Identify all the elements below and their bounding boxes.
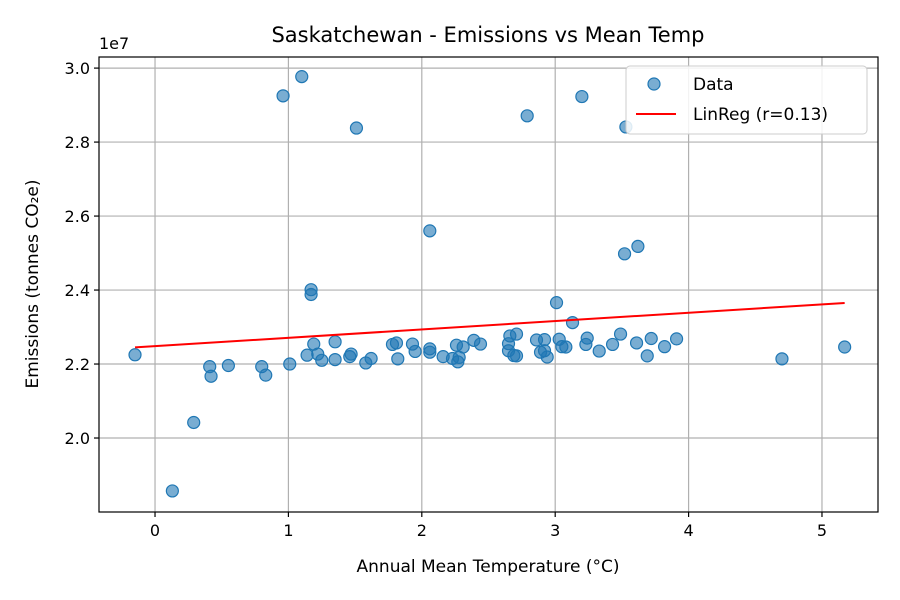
data-point: [520, 109, 534, 123]
y-tick-label: 2.0: [65, 429, 90, 448]
legend-label-linreg: LinReg (r=0.13): [693, 105, 828, 125]
data-point: [364, 351, 378, 366]
data-point: [540, 350, 554, 364]
data-point: [259, 368, 273, 382]
scatter-points: [128, 70, 852, 498]
data-point: [509, 349, 524, 363]
data-point: [456, 340, 470, 354]
data-point: [565, 316, 580, 330]
linreg-line: [134, 301, 845, 349]
data-point: [423, 224, 437, 238]
x-tick-label: 0: [150, 521, 160, 540]
data-point: [204, 369, 218, 383]
data-point: [344, 347, 358, 361]
data-point: [423, 345, 437, 359]
data-point: [669, 332, 684, 346]
x-axis-ticks: 0 1 2 3 4 5: [150, 512, 827, 540]
y-axis-ticks: 2.0 2.2 2.4 2.6 2.8 3.0: [65, 59, 99, 448]
y-tick-label: 2.2: [65, 355, 90, 374]
y-offset-text: 1e7: [99, 34, 129, 53]
data-point: [165, 484, 179, 498]
data-point: [549, 296, 564, 310]
y-tick-label: 3.0: [65, 59, 90, 78]
legend-data-marker: [647, 77, 661, 91]
data-point: [613, 327, 628, 341]
data-point: [473, 337, 488, 351]
data-point: [276, 89, 290, 103]
data-point: [389, 336, 404, 350]
data-point: [295, 70, 309, 84]
data-point: [221, 358, 235, 373]
data-point: [391, 352, 405, 366]
data-point: [408, 344, 422, 359]
legend: Data LinReg (r=0.13): [625, 65, 868, 135]
legend-label-data: Data: [693, 75, 734, 95]
y-tick-label: 2.4: [65, 281, 90, 300]
data-point: [509, 327, 524, 341]
data-point: [657, 340, 672, 354]
y-tick-label: 2.8: [65, 133, 90, 152]
y-axis-label: Emissions (tonnes CO₂e): [23, 179, 43, 388]
legend-box: [625, 65, 868, 135]
data-point: [644, 331, 658, 346]
data-point: [592, 344, 606, 358]
data-point: [605, 337, 620, 352]
regression-line-layer: [134, 301, 845, 349]
data-point: [187, 415, 201, 430]
plot-frame: [98, 56, 879, 513]
data-point: [575, 89, 589, 104]
data-point: [304, 287, 318, 302]
data-point: [328, 352, 342, 367]
data-point: [128, 348, 142, 362]
data-point: [838, 340, 852, 354]
data-point: [629, 336, 644, 350]
data-point: [283, 357, 297, 371]
chart-title: Saskatchewan - Emissions vs Mean Temp: [271, 23, 704, 47]
x-tick-label: 1: [283, 521, 293, 540]
data-point: [640, 349, 654, 363]
data-point: [775, 352, 789, 366]
data-point: [580, 331, 594, 345]
x-axis-label: Annual Mean Temperature (°C): [357, 557, 620, 577]
data-point: [328, 335, 342, 349]
x-tick-label: 5: [817, 521, 827, 540]
data-point: [315, 353, 329, 367]
data-point: [349, 121, 364, 135]
data-point: [631, 239, 645, 253]
data-point: [537, 333, 552, 347]
x-tick-label: 3: [550, 521, 560, 540]
x-tick-label: 4: [683, 521, 693, 540]
data-point: [559, 340, 573, 354]
x-tick-label: 2: [417, 521, 427, 540]
data-point: [617, 247, 632, 261]
y-tick-label: 2.6: [65, 207, 90, 226]
